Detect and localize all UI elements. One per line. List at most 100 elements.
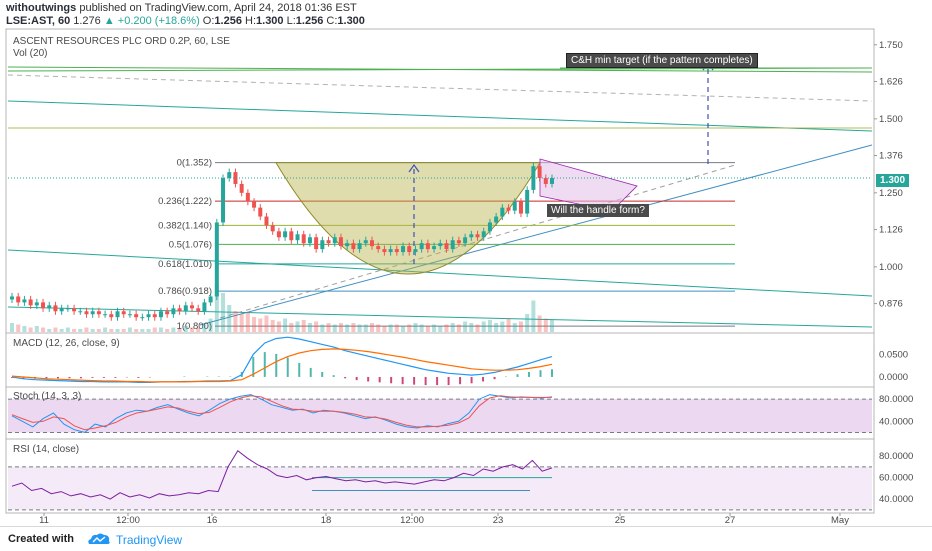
candle-body	[10, 296, 14, 300]
rsi-tick-label: 40.0000	[879, 494, 913, 505]
candle-body	[16, 296, 21, 303]
volume-bar	[525, 314, 530, 332]
candle-body	[276, 231, 281, 238]
volume-bar	[270, 320, 275, 332]
volume-bar	[96, 329, 101, 332]
candle-body	[326, 240, 331, 244]
stoch-tick-label: 40.0000	[879, 416, 913, 427]
candle-body	[481, 231, 486, 238]
volume-bar	[407, 324, 412, 332]
time-tick-label: 11	[39, 515, 49, 526]
volume-bar	[307, 323, 312, 332]
rsi-pane-title: RSI (14, close)	[13, 444, 80, 455]
volume-bar	[202, 324, 207, 332]
handle-annotation[interactable]: Will the handle form?	[547, 204, 649, 217]
candle-body	[351, 243, 356, 250]
cup-pattern-shape	[275, 162, 541, 275]
volume-bar	[487, 320, 492, 332]
volume-bar	[320, 324, 325, 332]
candle-body	[115, 311, 120, 318]
candle-body	[165, 311, 170, 315]
fib-level-label: 0.236(1.222)	[158, 196, 212, 207]
volume-bar	[140, 329, 145, 332]
candle-body	[177, 308, 182, 312]
candle-body	[295, 234, 300, 241]
volume-bar	[72, 329, 77, 332]
volume-bar	[134, 329, 139, 332]
volume-bar	[326, 323, 331, 332]
open-label: O:	[202, 15, 215, 27]
volume-bar	[227, 305, 232, 332]
tradingview-brand[interactable]: TradingView	[116, 533, 183, 547]
candle-body	[270, 225, 275, 232]
price-tick-label: 1.750	[879, 40, 903, 51]
macd-tick-label: 0.0500	[879, 349, 908, 360]
candle-body	[419, 243, 424, 250]
candle-body	[394, 249, 399, 253]
time-tick-label: 18	[321, 515, 332, 526]
candle-body	[363, 240, 368, 244]
volume-bar	[171, 327, 176, 332]
trend-line	[7, 249, 873, 297]
volume-bar	[394, 324, 399, 332]
candle-body	[506, 207, 511, 211]
candle-body	[307, 237, 312, 244]
candle-body	[401, 246, 406, 253]
volume-bar	[22, 326, 27, 332]
fib-level-label: 0.382(1.140)	[158, 220, 212, 231]
trend-line	[7, 74, 873, 102]
rsi-line	[11, 449, 553, 500]
stoch-band	[8, 399, 872, 433]
ohlc-line: LSE:AST, 60 1.276 ▲ +0.200 (+18.6%) O:1.…	[6, 15, 365, 28]
volume-bar	[214, 284, 219, 332]
support-trend-line	[199, 144, 873, 326]
volume-bar	[252, 317, 257, 332]
volume-bar	[233, 311, 238, 332]
macd-line	[11, 336, 553, 383]
volume-bar	[146, 329, 151, 332]
candle-body	[314, 237, 319, 250]
candle-body	[65, 308, 70, 310]
volume-bar	[413, 323, 418, 332]
low-value: 1.256	[295, 15, 324, 27]
candle-body	[233, 172, 238, 184]
candle-body	[456, 240, 461, 244]
author-name[interactable]: withoutwings	[6, 2, 77, 14]
candle-body	[487, 222, 492, 232]
trend-line	[7, 306, 873, 328]
volume-bar	[537, 315, 542, 332]
time-tick-label: 27	[725, 515, 736, 526]
open-value: 1.256	[214, 15, 242, 27]
candle-body	[376, 246, 381, 250]
target-annotation[interactable]: C&H min target (if the pattern completes…	[566, 53, 758, 68]
fib-level-label: 0.5(1.076)	[169, 239, 212, 250]
volume-bar	[463, 321, 468, 332]
candle-body	[78, 311, 83, 313]
candle-body	[72, 308, 77, 312]
time-tick-label: 25	[615, 515, 626, 526]
volume-title: Vol (20)	[13, 48, 48, 59]
candle-body	[332, 237, 337, 244]
candle-body	[475, 234, 480, 238]
candle-body	[208, 296, 213, 303]
candle-body	[28, 299, 33, 306]
fib-level-label: 0.786(0.918)	[158, 286, 212, 297]
price-tick-label: 1.126	[879, 225, 903, 236]
price-tick-label: 1.000	[879, 262, 903, 273]
volume-bar	[382, 326, 387, 332]
volume-bar	[53, 327, 58, 332]
chart-canvas[interactable]: 1.750 1.626 1.500 1.376 1.250 1.126 1.000 0.876…	[0, 0, 932, 526]
volume-bar	[357, 324, 362, 332]
price-pane-title: ASCENT RESOURCES PLC ORD 0.2P, 60, LSE	[13, 36, 230, 47]
candle-body	[388, 249, 393, 253]
volume-bar	[332, 324, 337, 332]
volume-bar	[401, 326, 406, 332]
volume-bar	[59, 329, 64, 332]
candle-body	[357, 243, 362, 250]
volume-bar	[65, 327, 70, 332]
volume-bar	[115, 329, 120, 332]
volume-bar	[283, 318, 288, 332]
candle-body	[109, 314, 114, 318]
candle-body	[59, 308, 64, 312]
candle-body	[22, 299, 27, 303]
